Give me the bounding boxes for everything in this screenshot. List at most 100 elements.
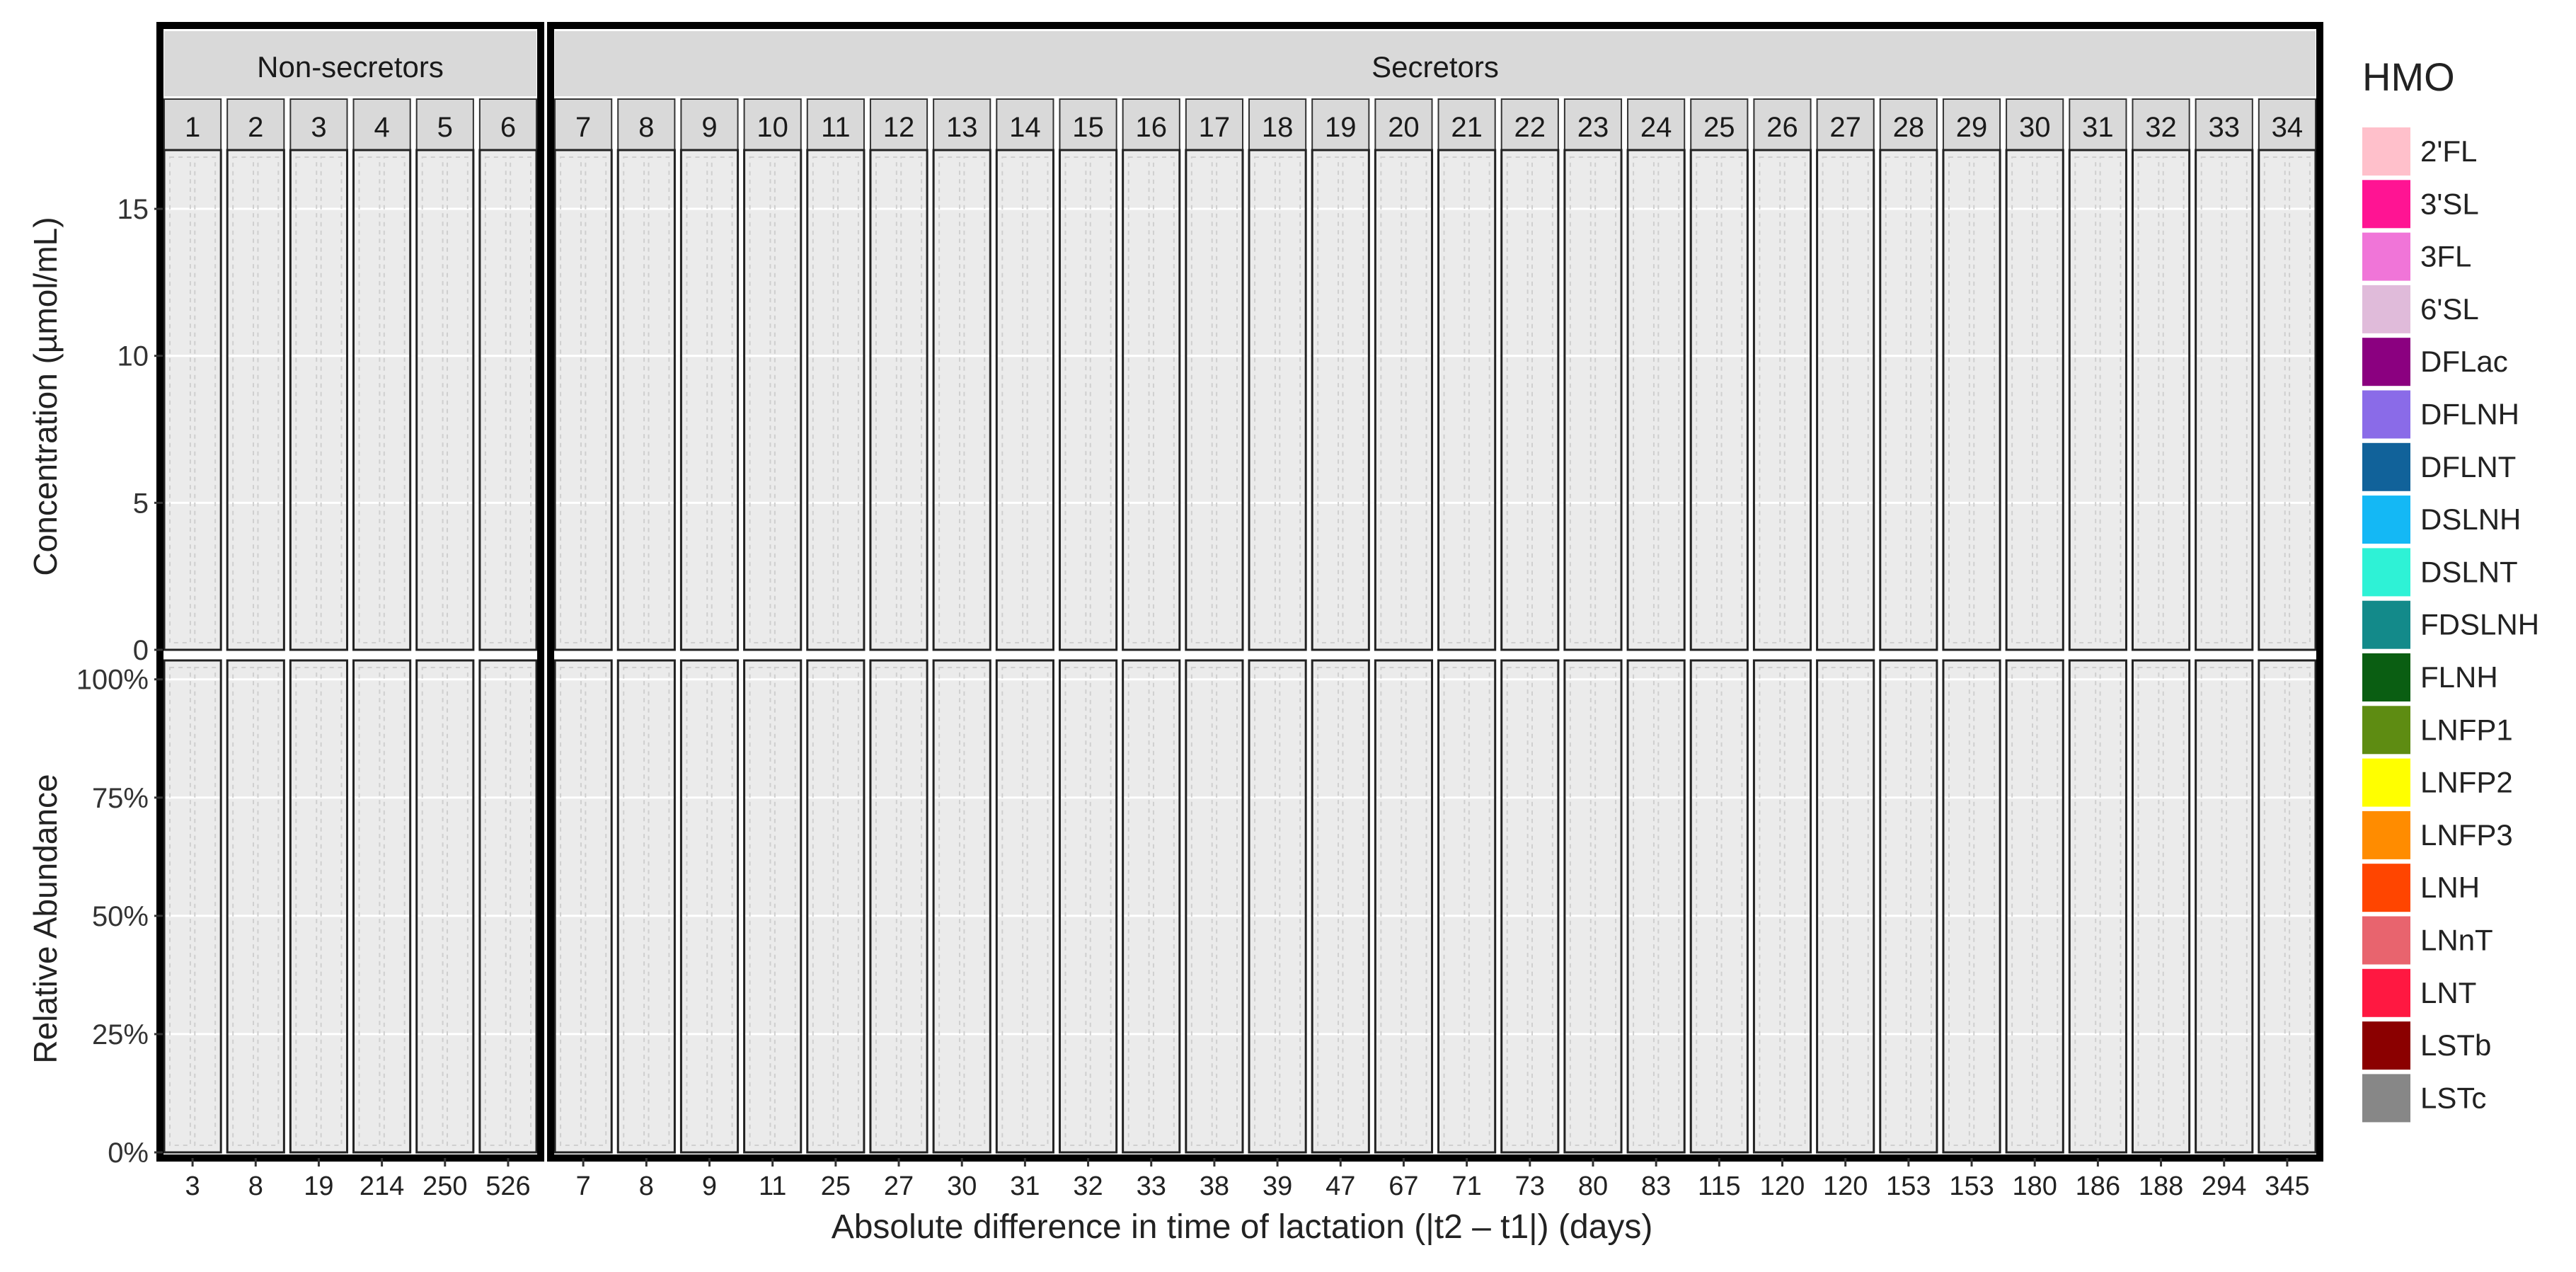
bar-slot-rel-t2-8 [648,667,670,1146]
x-tick-label-22: 80 [1578,1171,1608,1201]
bar-slot-rel-t1-25 [1696,667,1718,1146]
x-tick-label-17: 39 [1263,1171,1292,1201]
bar-slot-t1-22 [1506,156,1529,643]
participant-strip-34 [2258,98,2316,151]
bar-slot-t2-8 [648,156,670,643]
participant-label-26: 26 [1766,112,1798,143]
panel-border-bottom-22 [1500,659,1560,1154]
panel-border-bottom-12 [869,659,928,1154]
bar-slot-rel-t1-23 [1569,667,1592,1146]
bar-slot-rel-t1-10 [749,667,771,1146]
panel-bg-top-11 [807,150,864,650]
bar-slot-t1-25 [1696,156,1718,643]
x-tick-label-7: 8 [639,1171,654,1201]
participant-strip-14 [996,98,1054,151]
legend-swatch-15 [2362,916,2410,965]
x-tick-label-27: 153 [1886,1171,1931,1201]
panel-bg-bottom-11 [807,660,864,1152]
panel-border-bottom-9 [679,659,740,1154]
x-tick-label-20: 71 [1451,1171,1481,1201]
panel-bg-top-25 [1691,150,1748,650]
bar-slot-rel-t1-3 [295,667,318,1146]
participant-label-15: 15 [1072,112,1104,143]
legend-swatch-12 [2362,758,2410,807]
participant-label-7: 7 [575,112,591,143]
x-tick-label-13: 31 [1010,1171,1040,1201]
bar-slot-t1-16 [1127,156,1150,643]
x-tick-label-11: 27 [884,1171,914,1201]
y-tick-label-conc-2: 10 [117,341,149,372]
participant-strip-24 [1627,98,1686,151]
panel-bg-top-7 [555,150,612,650]
bar-slot-rel-t1-32 [2137,667,2160,1146]
panel-border-bottom-21 [1437,659,1497,1154]
bar-slot-rel-t2-1 [194,667,217,1146]
legend-swatch-5 [2362,390,2410,439]
legend-swatch-2 [2362,232,2410,281]
panel-border-bottom-25 [1689,659,1749,1154]
bar-slot-t2-2 [257,156,280,643]
panel-border-bottom-3 [289,659,349,1154]
panel-border-bottom-23 [1563,659,1623,1154]
legend-label-7: DSLNH [2420,503,2521,536]
bar-slot-t1-32 [2137,156,2160,643]
x-tick-label-5: 526 [485,1171,530,1201]
panel-bg-bottom-26 [1754,660,1811,1152]
participant-label-5: 5 [437,112,453,143]
panel-bg-bottom-9 [681,660,738,1152]
participant-strip-20 [1374,98,1433,151]
x-tick-label-23: 83 [1641,1171,1671,1201]
participant-strip-16 [1122,98,1180,151]
bar-slot-t2-28 [1910,156,1932,643]
panel-bg-bottom-25 [1691,660,1748,1152]
panel-border-bottom-8 [616,659,676,1154]
panel-border-top-22 [1500,149,1560,651]
bar-slot-rel-t2-33 [2225,667,2248,1146]
y-tick-label-rel-4: 100% [76,665,149,696]
panel-border-top-2 [226,149,285,651]
panel-border-top-29 [1942,149,2001,651]
panel-border-bottom-10 [743,659,803,1154]
bar-slot-rel-t1-13 [938,667,960,1146]
x-tick-label-12: 30 [947,1171,977,1201]
x-tick-label-18: 47 [1326,1171,1355,1201]
bar-slot-rel-t1-1 [169,667,191,1146]
participant-label-22: 22 [1514,112,1546,143]
bar-slot-rel-t1-6 [484,667,507,1146]
bar-slot-t1-29 [1948,156,1970,643]
bar-slot-t2-20 [1405,156,1427,643]
panel-border-top-13 [932,149,991,651]
bar-slot-rel-t2-34 [2289,667,2311,1146]
panel-bg-top-24 [1628,150,1685,650]
legend-label-6: DFLNT [2420,450,2516,483]
legend-swatch-16 [2362,968,2410,1017]
panel-bg-top-26 [1754,150,1811,650]
bar-slot-t2-7 [585,156,607,643]
panel-bg-top-13 [933,150,991,650]
panel-bg-bottom-21 [1438,660,1495,1152]
bar-slot-t2-5 [447,156,468,643]
participant-label-10: 10 [757,112,788,143]
panel-border-bottom-2 [226,659,285,1154]
bar-slot-rel-t2-23 [1594,667,1617,1146]
bar-slot-t2-9 [711,156,733,643]
bar-slot-t1-18 [1254,156,1276,643]
panel-bg-top-18 [1249,150,1306,650]
participant-label-31: 31 [2082,112,2114,143]
panel-bg-top-32 [2132,150,2190,650]
panel-border-top-31 [2068,149,2127,651]
legend-label-17: LSTb [2420,1029,2491,1062]
participant-strip-3 [289,98,348,151]
panel-border-top-34 [2258,149,2317,651]
participant-label-17: 17 [1199,112,1231,143]
legend-label-13: LNFP3 [2420,818,2513,852]
panel-bg-bottom-24 [1628,660,1685,1152]
panel-bg-top-10 [744,150,801,650]
bar-slot-t2-16 [1152,156,1175,643]
legend-swatch-11 [2362,706,2410,755]
participant-label-2: 2 [248,112,263,143]
panel-border-top-5 [415,149,475,651]
panel-border-top-14 [995,149,1054,651]
panel-border-bottom-11 [806,659,866,1154]
participant-label-16: 16 [1135,112,1167,143]
